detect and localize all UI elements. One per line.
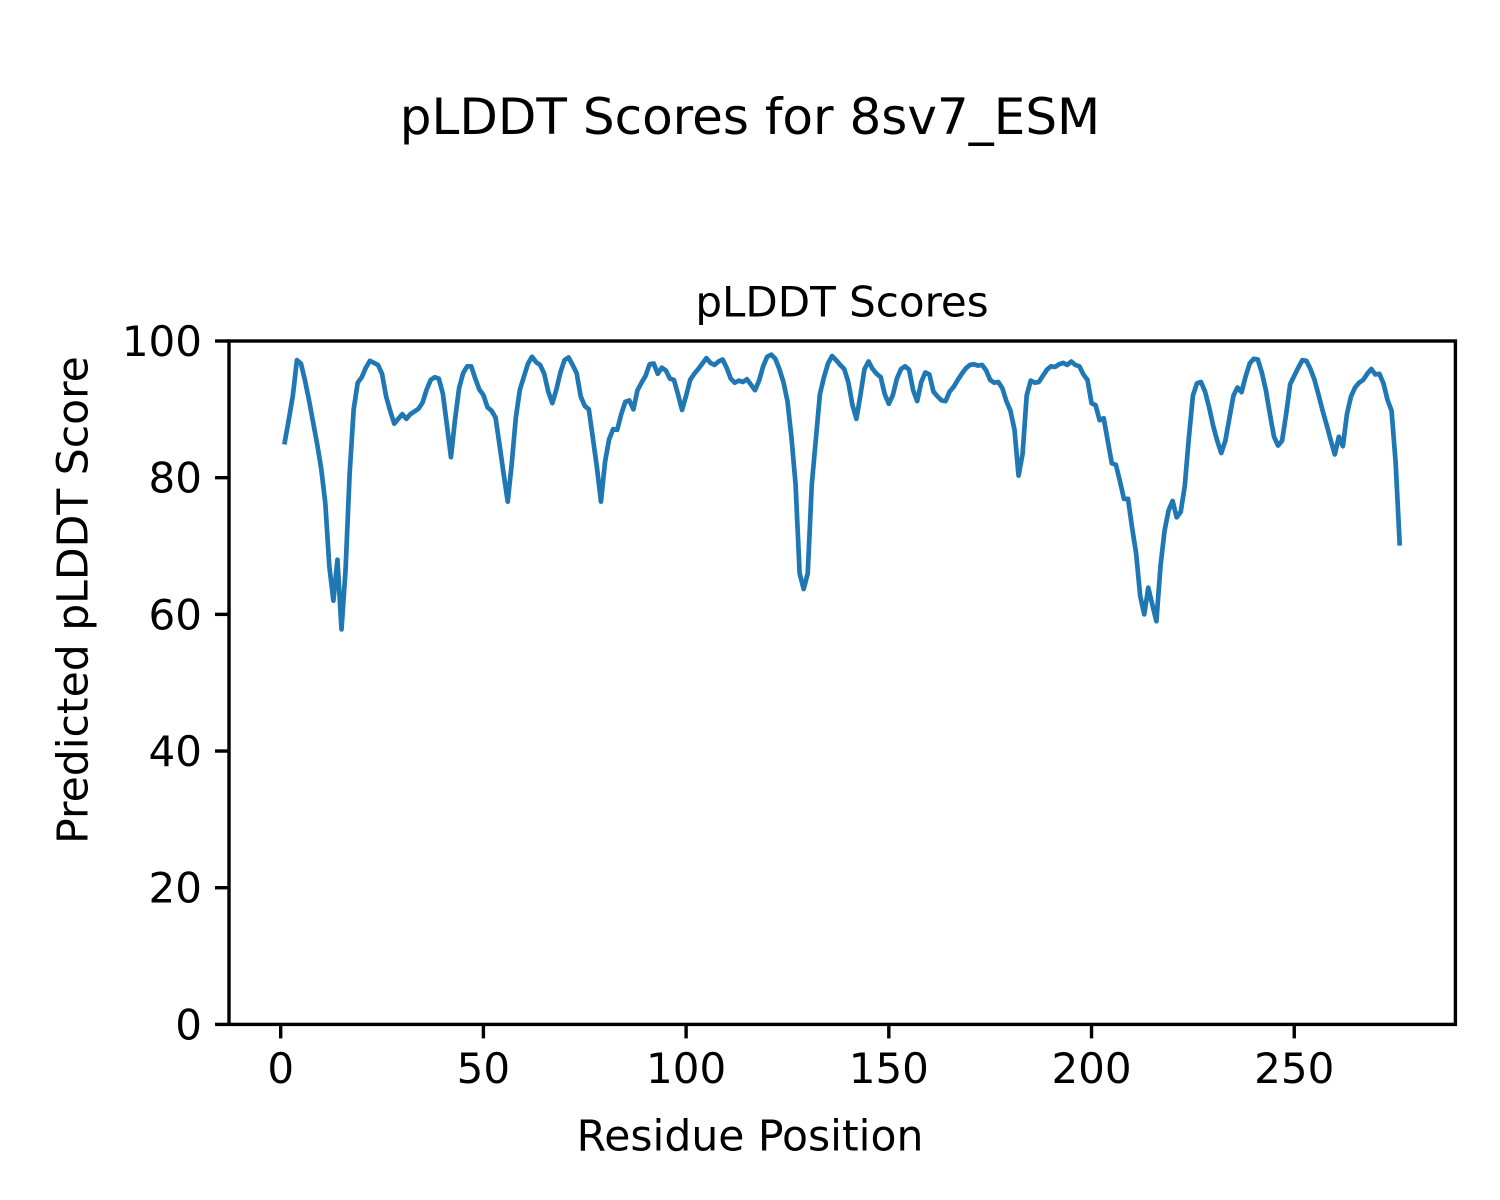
y-axis-label: Predicted pLDDT Score — [49, 356, 99, 844]
y-tick-label: 60 — [149, 590, 202, 639]
y-tick-label: 80 — [149, 454, 202, 503]
x-tick-label: 150 — [849, 1044, 929, 1093]
x-tick-label: 0 — [267, 1044, 294, 1093]
plddt-line — [282, 352, 1403, 632]
x-tick-label: 200 — [1051, 1044, 1131, 1093]
axes-frame — [227, 339, 1458, 1027]
y-tick-label: 20 — [149, 864, 202, 913]
axes-title: pLDDT Scores — [695, 277, 989, 327]
y-tick-label: 0 — [175, 1000, 202, 1049]
y-tick-label: 40 — [149, 727, 202, 776]
x-tick-label: 100 — [646, 1044, 726, 1093]
x-tick-label: 250 — [1254, 1044, 1334, 1093]
x-axis-tick-labels: 0 50 100 150 200 250 — [267, 1044, 1334, 1093]
x-tick-label: 50 — [457, 1044, 510, 1093]
figure-title: pLDDT Scores for 8sv7_ESM — [399, 88, 1101, 146]
x-axis-label: Residue Position — [576, 1112, 924, 1162]
x-axis-ticks — [278, 1024, 1296, 1039]
y-axis-ticks — [215, 339, 229, 1027]
y-tick-label: 100 — [122, 317, 202, 366]
y-axis-tick-labels: 0 20 40 60 80 100 — [122, 317, 202, 1049]
